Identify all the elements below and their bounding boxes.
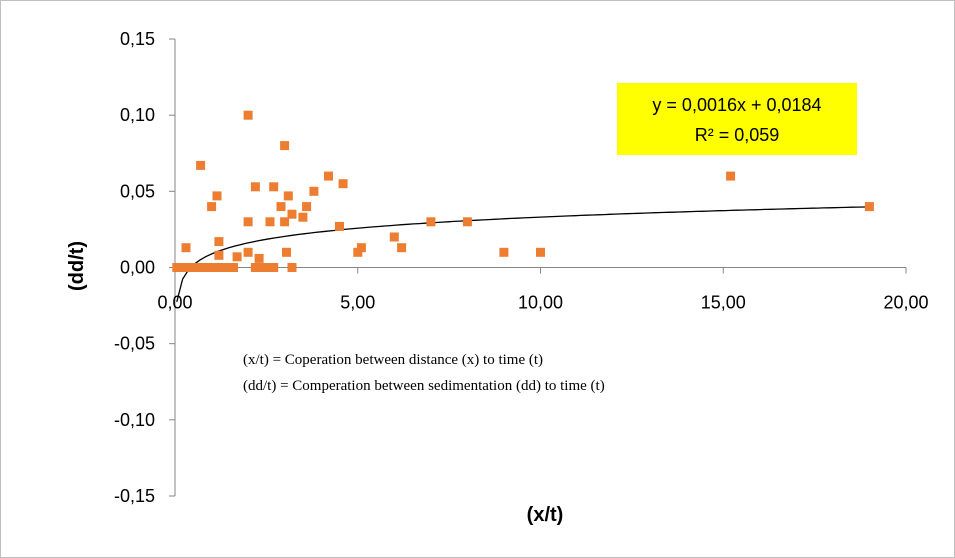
data-point bbox=[335, 221, 344, 231]
data-point bbox=[210, 263, 220, 272]
x-tick-label: 10,00 bbox=[518, 293, 563, 313]
data-point bbox=[254, 253, 264, 263]
data-point bbox=[338, 179, 348, 189]
data-point bbox=[726, 171, 736, 181]
data-point bbox=[280, 217, 290, 227]
data-points bbox=[172, 110, 874, 272]
trendline-label-background bbox=[617, 83, 857, 155]
data-point bbox=[309, 186, 319, 196]
y-tick-label: -0,15 bbox=[114, 486, 155, 506]
data-point bbox=[192, 263, 202, 272]
data-point bbox=[232, 252, 242, 262]
data-point bbox=[397, 243, 407, 253]
data-point bbox=[243, 110, 253, 120]
data-point bbox=[243, 217, 253, 227]
x-tick-label: 5,00 bbox=[340, 293, 375, 313]
data-point bbox=[214, 237, 224, 247]
data-point bbox=[287, 263, 297, 272]
data-point bbox=[250, 182, 260, 192]
y-tick-label: 0,00 bbox=[120, 258, 155, 278]
x-tick-label: 0,00 bbox=[157, 293, 192, 313]
trendline-r-squared: R² = 0,059 bbox=[695, 125, 780, 145]
data-point bbox=[177, 263, 187, 272]
x-tick-label: 15,00 bbox=[701, 293, 746, 313]
x-tick-label: 20,00 bbox=[883, 293, 928, 313]
data-point bbox=[181, 243, 191, 253]
data-point bbox=[214, 250, 224, 260]
annotation-dd-definition: (dd/t) = Comperation between sedimentati… bbox=[243, 378, 605, 394]
y-tick-label: -0,10 bbox=[114, 410, 155, 430]
data-point bbox=[283, 191, 293, 201]
data-point bbox=[276, 202, 286, 212]
data-point bbox=[265, 217, 275, 227]
data-point bbox=[207, 202, 217, 212]
data-point bbox=[269, 263, 279, 272]
data-point bbox=[324, 171, 333, 181]
y-tick-label: 0,10 bbox=[120, 105, 155, 125]
data-point bbox=[280, 141, 290, 151]
data-point bbox=[864, 202, 874, 212]
data-point bbox=[499, 247, 509, 257]
y-axis-title: (dd/t) bbox=[66, 241, 88, 291]
data-point bbox=[243, 247, 253, 257]
trendline-label-box: y = 0,0016x + 0,0184 R² = 0,059 bbox=[617, 83, 857, 155]
tick-labels: 0,15 0,10 0,05 0,00 -0,05 -0,10 -0,15 0,00 5,00 1… bbox=[114, 29, 929, 506]
data-point bbox=[536, 247, 545, 257]
y-tick-label: -0,05 bbox=[114, 334, 155, 354]
data-point bbox=[302, 202, 312, 212]
data-point bbox=[212, 191, 222, 201]
data-point bbox=[196, 160, 206, 170]
data-point bbox=[269, 182, 279, 192]
data-point bbox=[282, 247, 291, 257]
data-point bbox=[353, 247, 363, 257]
data-point bbox=[426, 217, 436, 227]
data-point bbox=[298, 212, 308, 222]
trendline-equation: y = 0,0016x + 0,0184 bbox=[652, 95, 821, 115]
trendline bbox=[176, 206, 870, 303]
data-point bbox=[356, 243, 366, 253]
y-tick-label: 0,15 bbox=[120, 29, 155, 49]
data-point bbox=[287, 209, 297, 219]
y-tick-label: 0,05 bbox=[120, 181, 155, 201]
data-point bbox=[261, 263, 271, 272]
data-point bbox=[462, 217, 472, 227]
data-point bbox=[389, 232, 399, 242]
data-point bbox=[229, 263, 238, 272]
x-axis-title: (x/t) bbox=[527, 504, 564, 526]
annotation-x-definition: (x/t) = Coperation between distance (x) … bbox=[243, 352, 543, 368]
